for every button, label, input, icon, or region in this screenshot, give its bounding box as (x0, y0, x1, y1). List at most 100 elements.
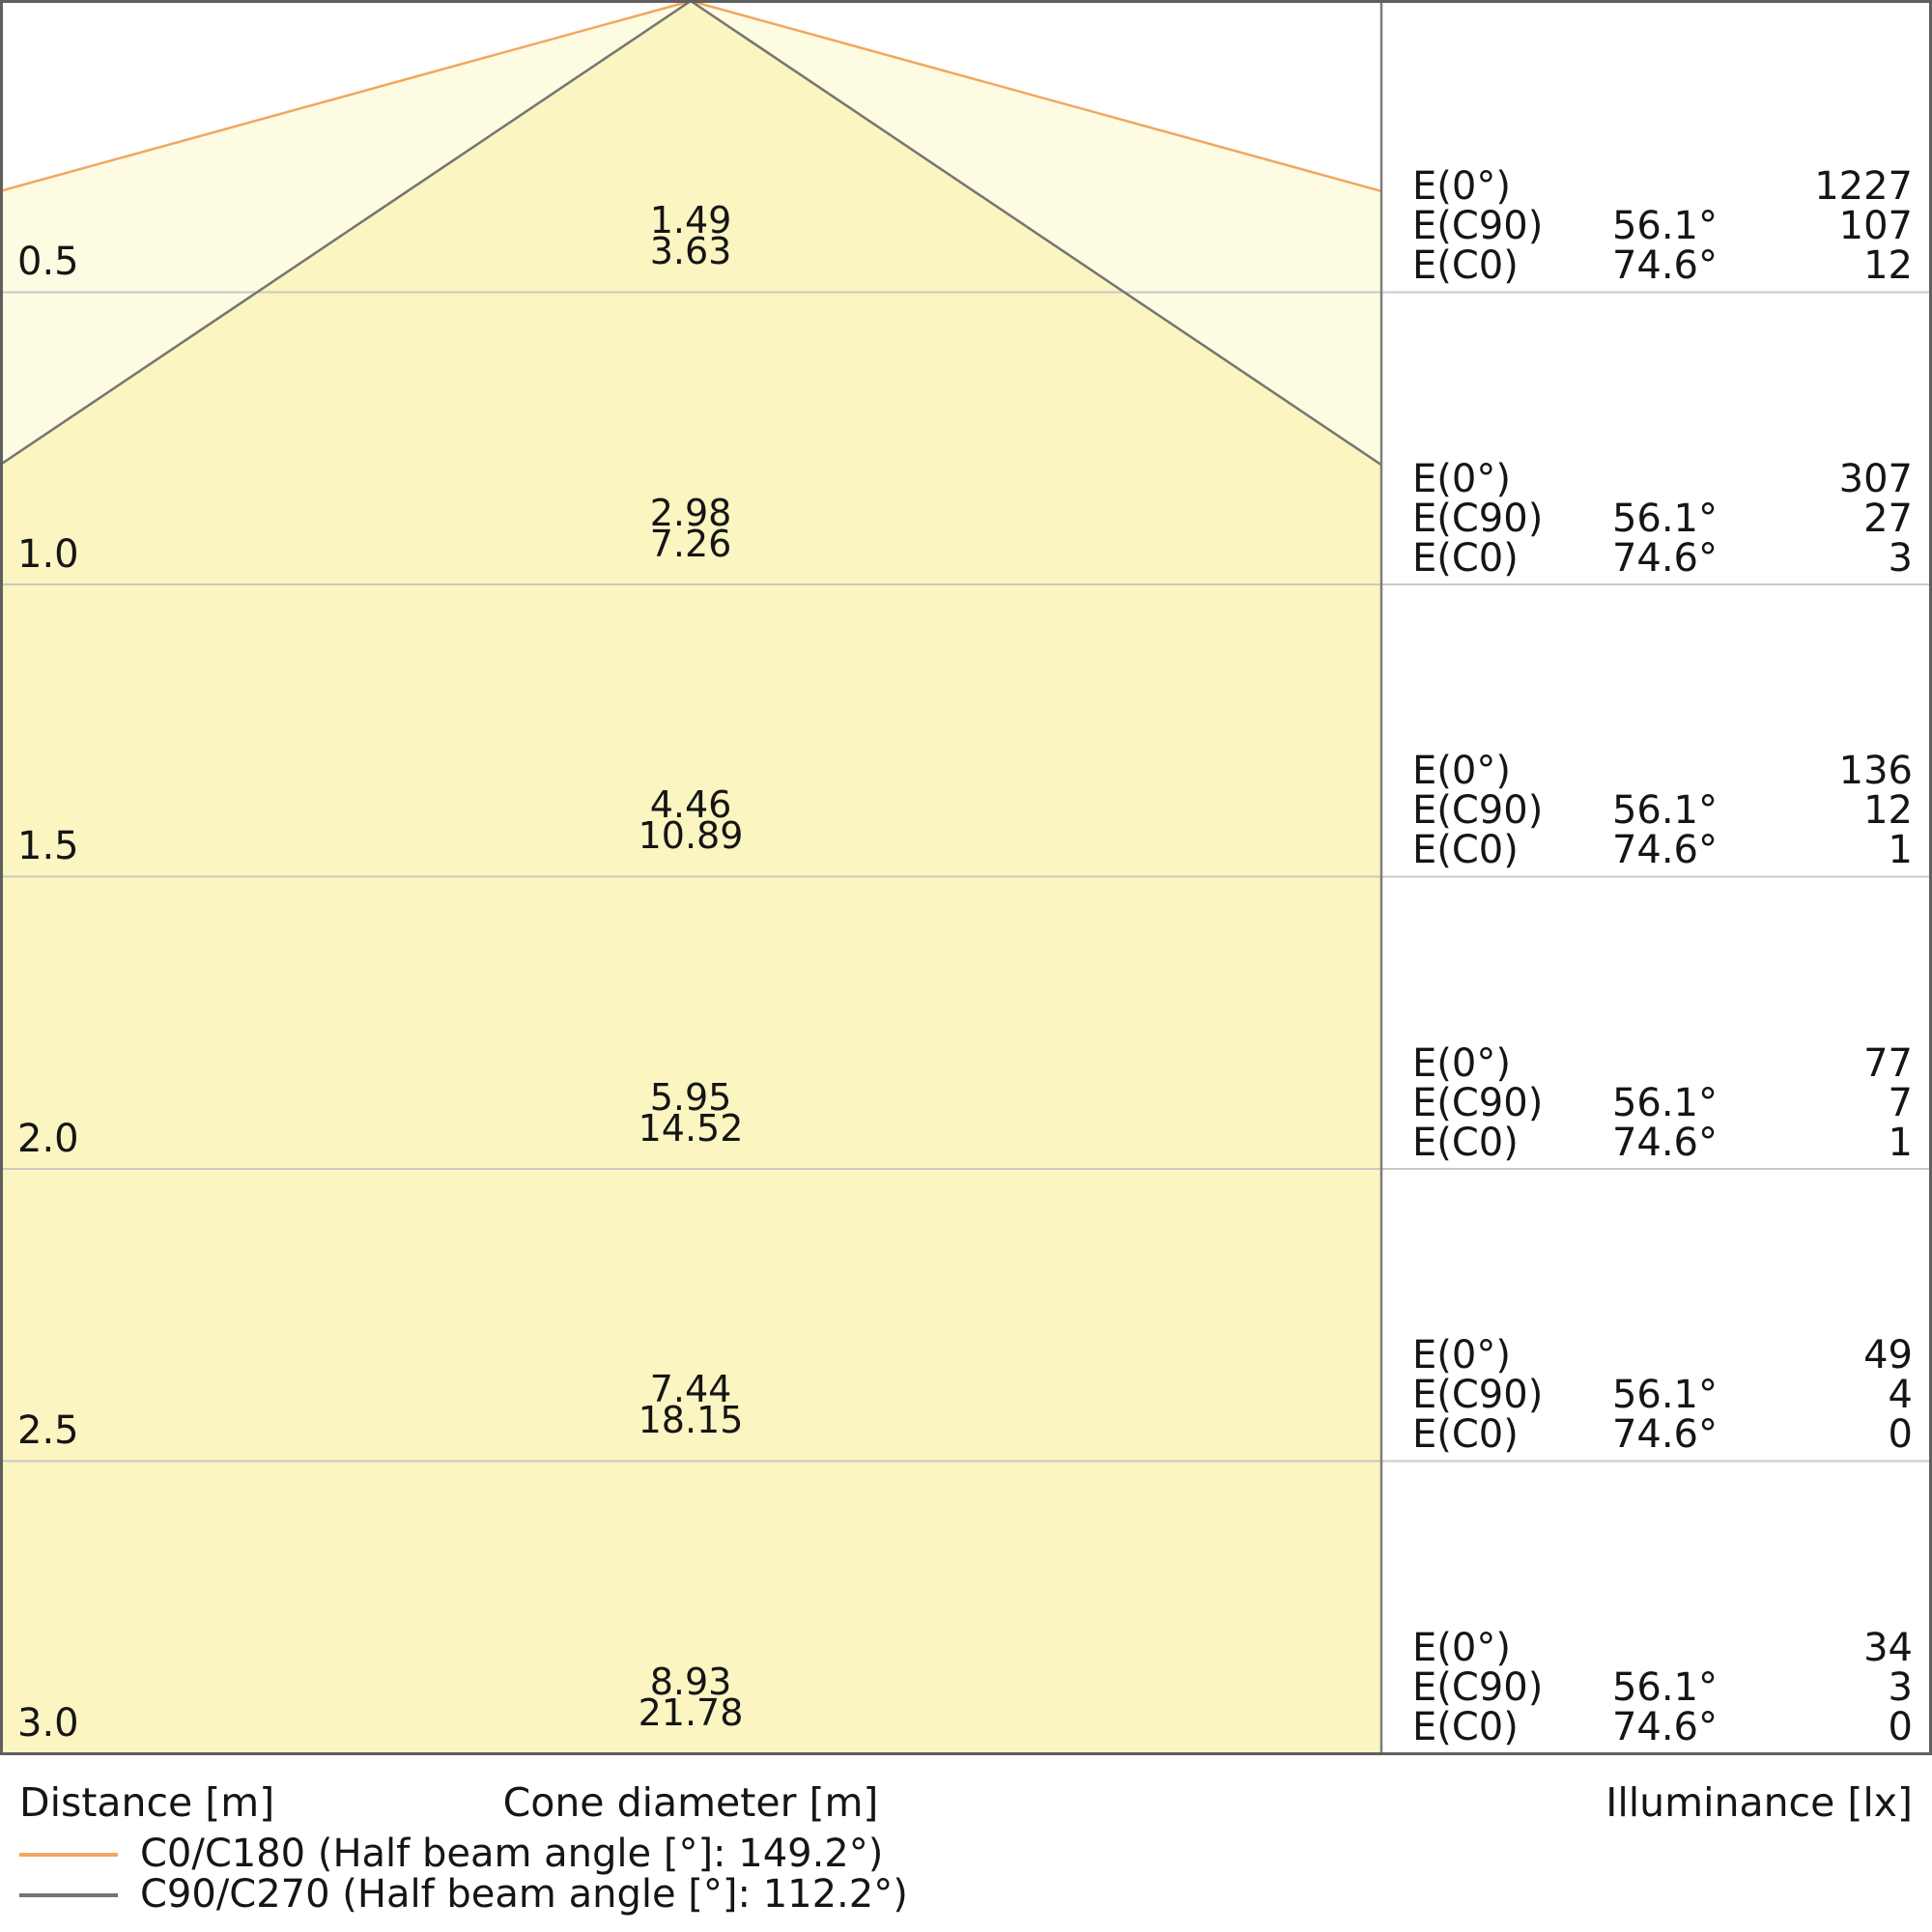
distance-label-3.0: 3.0 (17, 1701, 79, 1746)
cone-diameter-c0: 10.89 (638, 814, 744, 857)
ec90-angle: 56.1° (1611, 497, 1718, 541)
e0-row: E(0°) 307 (1412, 460, 1913, 499)
ec0-row: E(C0) 74.6° 0 (1412, 1415, 1913, 1455)
illuminance-block-3.0: E(0°) 34 E(C90) 56.1° 3 E(C0) 74.6° 0 (1412, 1629, 1913, 1747)
c90-c270-line-icon (19, 1892, 118, 1897)
ec90-row: E(C90) 56.1° 3 (1412, 1668, 1913, 1708)
ec0-label: E(C0) (1412, 1121, 1519, 1165)
distance-label-0.5: 0.5 (17, 240, 79, 284)
e0-row: E(0°) 34 (1412, 1629, 1913, 1668)
ec90-value: 27 (1863, 497, 1913, 541)
distance-label-1.5: 1.5 (17, 824, 79, 868)
e0-label: E(0°) (1412, 749, 1511, 793)
legend-entry-c90-c270: C90/C270 (Half beam angle [°]: 112.2°) (19, 1875, 908, 1915)
legend-entry-c0-c180: C0/C180 (Half beam angle [°]: 149.2°) (19, 1834, 883, 1874)
ec0-value: 0 (1888, 1705, 1913, 1749)
ec0-label: E(C0) (1412, 828, 1519, 872)
legend-label-c0-c180: C0/C180 (Half beam angle [°]: 149.2°) (140, 1832, 884, 1876)
e0-label: E(0°) (1412, 457, 1511, 501)
distance-label-1.0: 1.0 (17, 532, 79, 577)
c0-c180-line-icon (19, 1852, 118, 1857)
ec0-row: E(C0) 74.6° 0 (1412, 1708, 1913, 1747)
e0-row: E(0°) 136 (1412, 752, 1913, 791)
ec90-row: E(C90) 56.1° 27 (1412, 499, 1913, 539)
ec90-value: 7 (1888, 1081, 1913, 1125)
illuminance-block-2.5: E(0°) 49 E(C90) 56.1° 4 E(C0) 74.6° 0 (1412, 1336, 1913, 1455)
e0-label: E(0°) (1412, 164, 1511, 209)
ec90-row: E(C90) 56.1° 7 (1412, 1084, 1913, 1123)
ec90-angle: 56.1° (1611, 1373, 1718, 1417)
ec0-angle: 74.6° (1611, 1705, 1718, 1749)
chart-frame (0, 0, 1932, 1755)
distance-label-2.5: 2.5 (17, 1408, 79, 1453)
ec90-row: E(C90) 56.1° 12 (1412, 791, 1913, 831)
ec90-value: 12 (1863, 788, 1913, 833)
ec90-label: E(C90) (1412, 204, 1544, 248)
cone-diameter-c0: 3.63 (649, 230, 732, 272)
cone-diameters-3.0: 8.93 21.78 (497, 1661, 884, 1731)
e0-label: E(0°) (1412, 1333, 1511, 1378)
ec0-label: E(C0) (1412, 1705, 1519, 1749)
ec0-angle: 74.6° (1611, 1412, 1718, 1457)
e0-row: E(0°) 1227 (1412, 167, 1913, 207)
ec90-value: 4 (1888, 1373, 1913, 1417)
ec0-label: E(C0) (1412, 243, 1519, 288)
illuminance-block-0.5: E(0°) 1227 E(C90) 56.1° 107 E(C0) 74.6° … (1412, 167, 1913, 286)
ec0-value: 1 (1888, 828, 1913, 872)
ec0-value: 0 (1888, 1412, 1913, 1457)
ec0-label: E(C0) (1412, 1412, 1519, 1457)
cone-diameters-2.5: 7.44 18.15 (497, 1371, 884, 1441)
cone-diameter-c90: 4.46 (649, 783, 732, 826)
gridlines (2, 291, 1930, 1463)
e0-value: 77 (1863, 1041, 1913, 1086)
cone-diameters-2.0: 5.95 14.52 (497, 1076, 884, 1150)
ec90-angle: 56.1° (1611, 204, 1718, 248)
ec0-value: 3 (1888, 536, 1913, 581)
e0-row: E(0°) 49 (1412, 1336, 1913, 1376)
e0-value: 307 (1838, 457, 1913, 501)
ec90-row: E(C90) 56.1° 107 (1412, 207, 1913, 246)
illuminance-block-1.5: E(0°) 136 E(C90) 56.1° 12 E(C0) 74.6° 1 (1412, 752, 1913, 870)
distance-axis-caption: Distance [m] (19, 1779, 275, 1826)
cone-diameter-c90: 1.49 (649, 199, 732, 242)
illuminance-block-2.0: E(0°) 77 E(C90) 56.1° 7 E(C0) 74.6° 1 (1412, 1044, 1913, 1163)
distance-label-2.0: 2.0 (17, 1117, 79, 1161)
e0-label: E(0°) (1412, 1041, 1511, 1086)
e0-value: 49 (1863, 1333, 1913, 1378)
cone-diameter-c0: 18.15 (638, 1399, 744, 1441)
cone-diameter-c0: 7.26 (649, 523, 732, 565)
ec90-label: E(C90) (1412, 1665, 1544, 1710)
ec90-angle: 56.1° (1611, 788, 1718, 833)
e0-value: 1227 (1814, 164, 1913, 209)
cone-diameter-c90: 2.98 (649, 492, 732, 534)
e0-row: E(0°) 77 (1412, 1044, 1913, 1084)
cone-diameter-c90: 8.93 (649, 1661, 732, 1703)
ec0-value: 12 (1863, 243, 1913, 288)
ec0-angle: 74.6° (1611, 828, 1718, 872)
ec0-row: E(C0) 74.6° 1 (1412, 831, 1913, 870)
cone-diameters-1.5: 4.46 10.89 (497, 783, 884, 857)
e0-value: 136 (1838, 749, 1913, 793)
illuminance-axis-caption: Illuminance [lx] (1605, 1779, 1913, 1826)
ec0-row: E(C0) 74.6° 3 (1412, 539, 1913, 579)
cone-diameters-0.5: 1.49 3.63 (497, 199, 884, 272)
ec90-label: E(C90) (1412, 1373, 1544, 1417)
ec90-angle: 56.1° (1611, 1665, 1718, 1710)
ec90-label: E(C90) (1412, 497, 1544, 541)
ec0-label: E(C0) (1412, 536, 1519, 581)
ec90-row: E(C90) 56.1° 4 (1412, 1376, 1913, 1415)
e0-value: 34 (1863, 1626, 1913, 1670)
ec0-angle: 74.6° (1611, 536, 1718, 581)
cone-diameter-axis-caption: Cone diameter [m] (502, 1779, 879, 1826)
ec90-label: E(C90) (1412, 788, 1544, 833)
ec90-label: E(C90) (1412, 1081, 1544, 1125)
ec0-row: E(C0) 74.6° 12 (1412, 246, 1913, 286)
ec0-value: 1 (1888, 1121, 1913, 1165)
ec90-angle: 56.1° (1611, 1081, 1718, 1125)
cone-diagram-plot (0, 0, 1932, 1755)
ec0-angle: 74.6° (1611, 243, 1718, 288)
cone-diameter-c90: 5.95 (649, 1076, 732, 1119)
cone-diameter-c0: 14.52 (638, 1107, 744, 1150)
e0-label: E(0°) (1412, 1626, 1511, 1670)
